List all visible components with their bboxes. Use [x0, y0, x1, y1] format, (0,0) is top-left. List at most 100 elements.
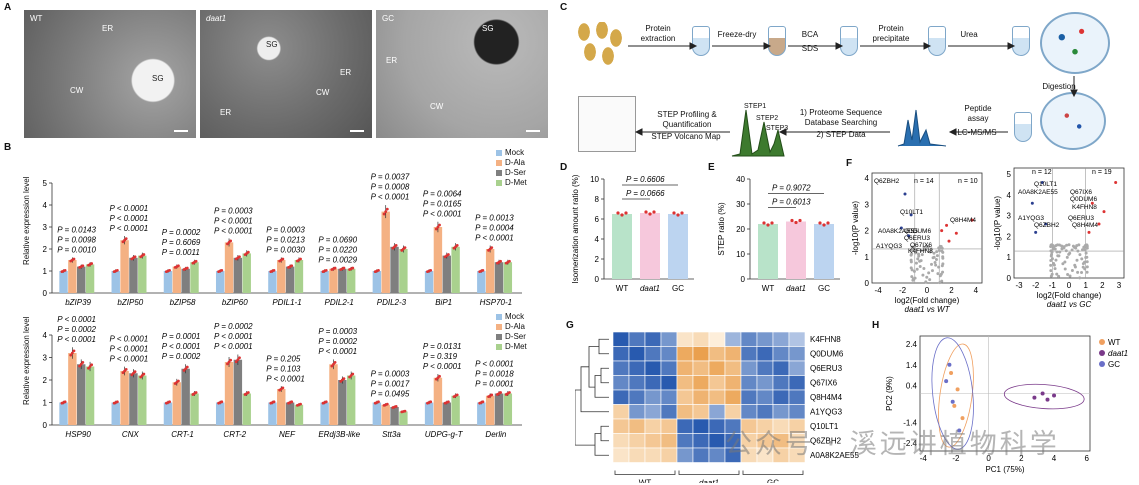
heatmap-cell	[628, 375, 646, 391]
bar	[424, 271, 434, 293]
heatmap-cell	[708, 447, 726, 463]
heatmap-cell	[676, 389, 694, 405]
data-dot	[770, 221, 774, 225]
volcano-point	[1077, 243, 1081, 247]
em-tag: daat1	[206, 14, 227, 23]
bar	[451, 246, 460, 293]
data-dot	[377, 400, 380, 404]
volcano-point	[1074, 246, 1078, 250]
heatmap-cell	[676, 447, 694, 463]
data-dot	[194, 391, 198, 394]
legend-marker	[1099, 350, 1105, 356]
heatmap-cell	[660, 389, 678, 405]
legend-label: D-Met	[505, 342, 527, 351]
heatmap-cell	[708, 360, 726, 376]
data-dot	[142, 372, 146, 376]
y-tick-label: 0.4	[906, 381, 918, 390]
legend-label: Mock	[505, 312, 525, 321]
volcano-point	[1083, 260, 1087, 264]
y-tick-label: 4	[43, 331, 48, 340]
heatmap-cell	[676, 404, 694, 420]
volcano-point	[1084, 255, 1088, 259]
protein-label: Q67IX6	[1070, 189, 1092, 196]
plot-subtitle: daat1 vs WT	[905, 305, 951, 314]
p-value: P = 0.0010	[57, 246, 96, 255]
data-dot	[290, 400, 294, 404]
gene-label: Derlin	[485, 430, 506, 439]
volcano-point	[1090, 201, 1094, 205]
heatmap-cell	[772, 360, 790, 376]
volcano-point	[1054, 258, 1058, 262]
data-dot	[185, 266, 189, 270]
x-tick-label: daat1	[786, 284, 806, 293]
y-axis-label: -log10(P value)	[993, 196, 1002, 250]
row-label: A0A8K2AE55	[810, 451, 859, 460]
data-dot	[616, 211, 620, 215]
em-image-wt: WT ER SG CW	[24, 10, 196, 138]
flow-step-extraction: Protein extraction	[640, 24, 676, 43]
data-dot	[434, 227, 438, 231]
volcano-point	[937, 248, 941, 252]
volcano-point	[917, 254, 921, 258]
bar	[59, 402, 68, 425]
volcano-point	[1057, 274, 1061, 278]
bar	[277, 389, 286, 425]
heatmap-cell	[724, 360, 742, 376]
heatmap-cell	[676, 331, 694, 347]
data-dot	[81, 361, 85, 364]
volcano-point	[1070, 269, 1074, 273]
bar	[285, 266, 295, 293]
data-dot	[794, 220, 798, 225]
bar	[129, 257, 138, 293]
data-dot	[648, 212, 652, 216]
bar	[215, 402, 225, 425]
flow-step-sds: SDS	[801, 44, 819, 53]
heatmap-cell	[740, 375, 758, 391]
data-dot	[644, 210, 648, 214]
confidence-ellipse-wt	[938, 343, 974, 448]
data-dot	[342, 377, 346, 381]
data-dot	[227, 360, 231, 364]
flow-step-profiling: STEP Profiling & Quantification	[657, 110, 717, 129]
em-label: ER	[220, 108, 232, 117]
heatmap-cell	[772, 346, 790, 362]
data-dot	[446, 400, 450, 404]
heatmap-cell	[788, 404, 806, 420]
data-dot	[333, 266, 337, 270]
x-tick-label: WT	[762, 284, 775, 293]
data-dot	[377, 268, 380, 272]
volcano-point	[927, 271, 931, 275]
volcano-point	[947, 239, 951, 243]
x-tick-label: 3	[1117, 281, 1122, 290]
row-label: Q0DUM6	[810, 350, 844, 359]
heatmap-cell	[612, 331, 630, 347]
volcano-point	[899, 226, 903, 230]
volcano-point	[1058, 250, 1062, 254]
data-dot	[508, 391, 511, 394]
heatmap-cell	[644, 360, 662, 376]
y-axis-label: Isomerization amount ratio (%)	[571, 174, 580, 283]
data-dot	[438, 374, 441, 378]
volcano-point	[940, 249, 944, 253]
volcano-point	[1053, 267, 1057, 271]
em-tag: WT	[30, 14, 43, 23]
protein-label: Q0DUM6	[1070, 196, 1097, 203]
data-dot	[481, 400, 485, 404]
bar	[85, 264, 95, 293]
data-dot	[403, 409, 407, 413]
volcano-point	[913, 276, 917, 280]
heatmap-cell	[660, 433, 678, 449]
y-tick-label: -1.4	[903, 418, 917, 427]
bar	[76, 266, 86, 293]
legend-label: daat1	[1108, 349, 1128, 358]
heatmap-cell	[740, 331, 758, 347]
heatmap-cell	[660, 375, 678, 391]
p-value: P < 0.0001	[110, 355, 149, 364]
data-dot	[324, 400, 328, 404]
step1-label: STEP1	[744, 103, 767, 110]
legend-swatch	[496, 169, 502, 176]
volcano-point	[970, 218, 974, 222]
gene-label: bZIP58	[170, 298, 196, 307]
pca-point	[950, 399, 955, 404]
bar	[59, 271, 68, 293]
